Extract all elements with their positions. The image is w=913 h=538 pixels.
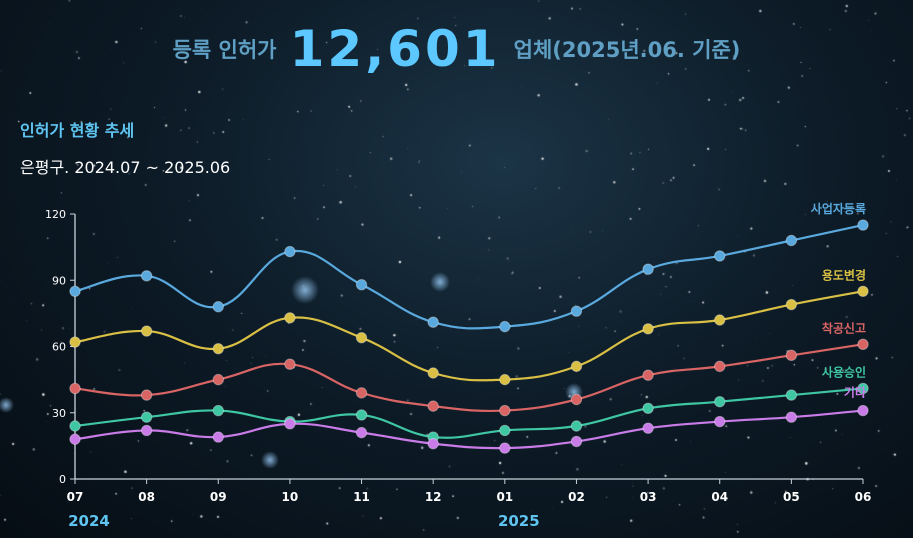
data-point bbox=[642, 369, 654, 381]
data-point bbox=[499, 442, 511, 454]
series-line bbox=[74, 387, 864, 439]
x-tick-label: 04 bbox=[711, 490, 728, 504]
data-point bbox=[714, 250, 726, 262]
data-point bbox=[427, 437, 439, 450]
year-label: 2024 bbox=[68, 512, 110, 530]
data-point bbox=[140, 411, 153, 423]
data-point bbox=[355, 409, 368, 421]
series-label: 착공신고 bbox=[822, 320, 866, 335]
data-point bbox=[714, 396, 726, 408]
x-tick-label: 11 bbox=[353, 490, 370, 504]
data-point bbox=[570, 420, 583, 432]
data-point bbox=[69, 433, 81, 445]
data-point bbox=[69, 382, 81, 395]
x-tick-label: 01 bbox=[496, 490, 513, 504]
chart-title: 인허가 현황 추세 bbox=[20, 121, 135, 140]
data-point bbox=[642, 263, 654, 275]
data-point bbox=[355, 387, 368, 399]
data-point bbox=[355, 426, 368, 439]
series-label: 기타 bbox=[844, 385, 866, 400]
data-point bbox=[785, 389, 798, 401]
data-point bbox=[284, 312, 296, 324]
data-point bbox=[212, 373, 224, 386]
data-point bbox=[69, 285, 81, 297]
data-point bbox=[714, 415, 726, 428]
data-point bbox=[857, 404, 869, 417]
data-point bbox=[499, 373, 511, 386]
data-point bbox=[284, 418, 296, 430]
data-point bbox=[642, 323, 654, 335]
x-tick-label: 02 bbox=[568, 490, 585, 504]
data-point bbox=[284, 358, 296, 370]
data-point bbox=[499, 320, 511, 333]
data-point bbox=[355, 278, 368, 291]
data-point bbox=[642, 422, 654, 434]
data-point bbox=[140, 270, 153, 282]
series-line bbox=[74, 343, 864, 413]
data-point bbox=[427, 316, 439, 328]
data-point bbox=[140, 424, 153, 437]
data-point bbox=[499, 404, 511, 417]
data-point bbox=[212, 404, 224, 417]
data-point bbox=[785, 298, 798, 311]
series-line bbox=[74, 223, 864, 330]
headline-count: 12,601 bbox=[289, 20, 501, 78]
y-tick-label: 120 bbox=[45, 208, 66, 221]
data-point bbox=[714, 360, 726, 373]
series-line bbox=[74, 409, 864, 450]
chart-subtitle: 은평구. 2024.07 ~ 2025.06 bbox=[20, 158, 231, 177]
year-label: 2025 bbox=[498, 512, 540, 530]
series-line bbox=[74, 290, 864, 382]
series-label: 사업자등록 bbox=[811, 201, 866, 216]
data-point bbox=[785, 349, 798, 362]
data-point bbox=[355, 331, 368, 344]
data-point bbox=[284, 245, 296, 258]
x-tick-label: 12 bbox=[425, 490, 442, 504]
data-point bbox=[212, 343, 224, 355]
data-point bbox=[499, 424, 511, 437]
data-point bbox=[570, 393, 583, 406]
x-tick-label: 05 bbox=[783, 490, 800, 504]
data-point bbox=[212, 431, 224, 443]
data-point bbox=[69, 336, 81, 348]
data-point bbox=[427, 400, 439, 412]
data-point bbox=[140, 325, 153, 337]
x-tick-label: 03 bbox=[640, 490, 657, 504]
data-point bbox=[140, 389, 153, 401]
headline: 등록 인허가 12,601 업체(2025년.06. 기준) bbox=[0, 20, 913, 78]
data-point bbox=[69, 420, 81, 432]
y-tick-label: 90 bbox=[52, 274, 66, 287]
headline-suffix: 업체(2025년.06. 기준) bbox=[513, 38, 741, 62]
y-tick-label: 0 bbox=[59, 473, 66, 486]
x-tick-label: 06 bbox=[855, 490, 872, 504]
data-point bbox=[427, 367, 439, 379]
data-point bbox=[857, 285, 869, 297]
data-point bbox=[642, 402, 654, 415]
data-point bbox=[570, 360, 583, 373]
data-point bbox=[785, 234, 798, 247]
series-label: 사용승인 bbox=[822, 364, 866, 379]
data-point bbox=[857, 338, 869, 350]
data-point bbox=[570, 305, 583, 317]
x-tick-label: 09 bbox=[210, 490, 227, 504]
data-point bbox=[212, 301, 224, 313]
headline-prefix: 등록 인허가 bbox=[172, 38, 277, 62]
data-point bbox=[570, 435, 583, 448]
data-point bbox=[714, 314, 726, 326]
x-tick-label: 10 bbox=[282, 490, 299, 504]
y-tick-label: 30 bbox=[52, 407, 66, 420]
y-tick-label: 60 bbox=[52, 341, 66, 354]
data-point bbox=[785, 411, 798, 423]
data-point bbox=[857, 219, 869, 231]
series-label: 용도변경 bbox=[822, 267, 866, 282]
data-point bbox=[857, 382, 869, 395]
x-tick-label: 07 bbox=[67, 490, 84, 504]
x-tick-label: 08 bbox=[138, 490, 155, 504]
